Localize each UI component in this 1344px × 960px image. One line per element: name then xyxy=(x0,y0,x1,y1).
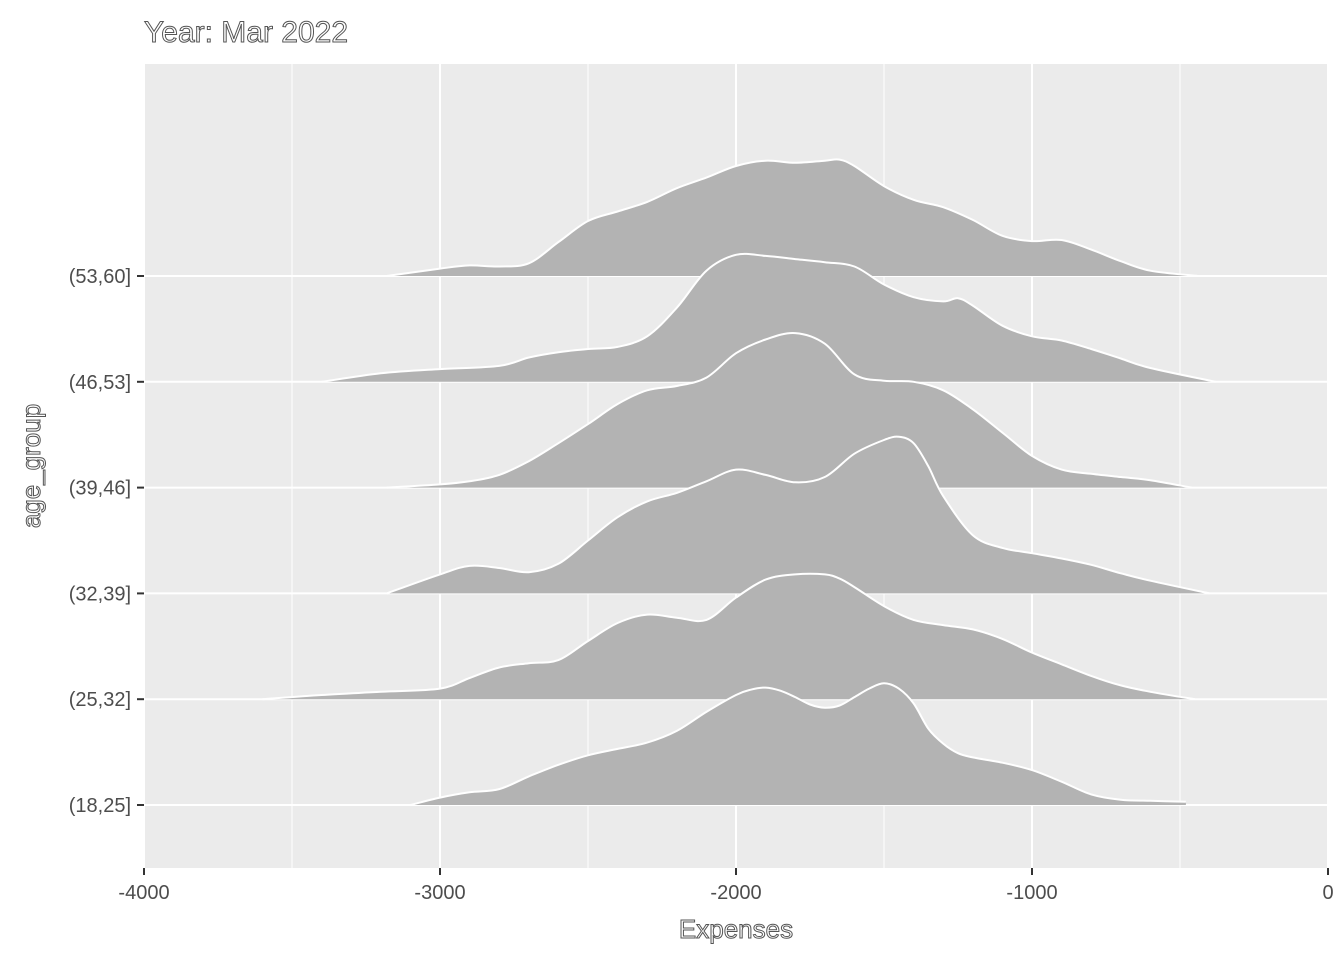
y-tick-label: (39,46] xyxy=(69,478,131,500)
x-tick-label: -3000 xyxy=(414,882,465,904)
density-outline-53-60 xyxy=(386,158,1198,277)
density-area-18-25 xyxy=(410,683,1186,805)
x-tick-label: -1000 xyxy=(1006,882,1057,904)
x-axis-title: Expenses xyxy=(679,914,793,944)
x-tick-label: -2000 xyxy=(710,882,761,904)
x-tick-label: -4000 xyxy=(118,882,169,904)
density-area-46-53 xyxy=(321,253,1216,382)
axes: -4000 -3000 -2000 -1000 0 (18,25] (25,32] (32,3… xyxy=(69,266,1334,904)
density-area-39-46 xyxy=(386,333,1192,488)
y-axis-title: age_group xyxy=(16,404,46,528)
density-outline-25-32 xyxy=(262,572,1195,701)
density-ridges xyxy=(262,158,1216,806)
density-outline-46-53 xyxy=(321,252,1216,383)
density-outline-39-46 xyxy=(386,332,1192,489)
density-area-53-60 xyxy=(386,159,1198,276)
y-tick-label: (25,32] xyxy=(69,689,131,711)
density-outline-18-25 xyxy=(410,682,1186,806)
x-tick-label: 0 xyxy=(1322,882,1333,904)
y-tick-label: (46,53] xyxy=(69,372,131,394)
chart-title: Year: Mar 2022 xyxy=(144,16,348,49)
y-tick-label: (32,39] xyxy=(69,583,131,605)
density-area-25-32 xyxy=(262,573,1195,700)
density-area-32-39 xyxy=(386,436,1210,594)
y-tick-label: (18,25] xyxy=(69,795,131,817)
density-outline-32-39 xyxy=(386,435,1210,595)
y-tick-label: (53,60] xyxy=(69,266,131,288)
